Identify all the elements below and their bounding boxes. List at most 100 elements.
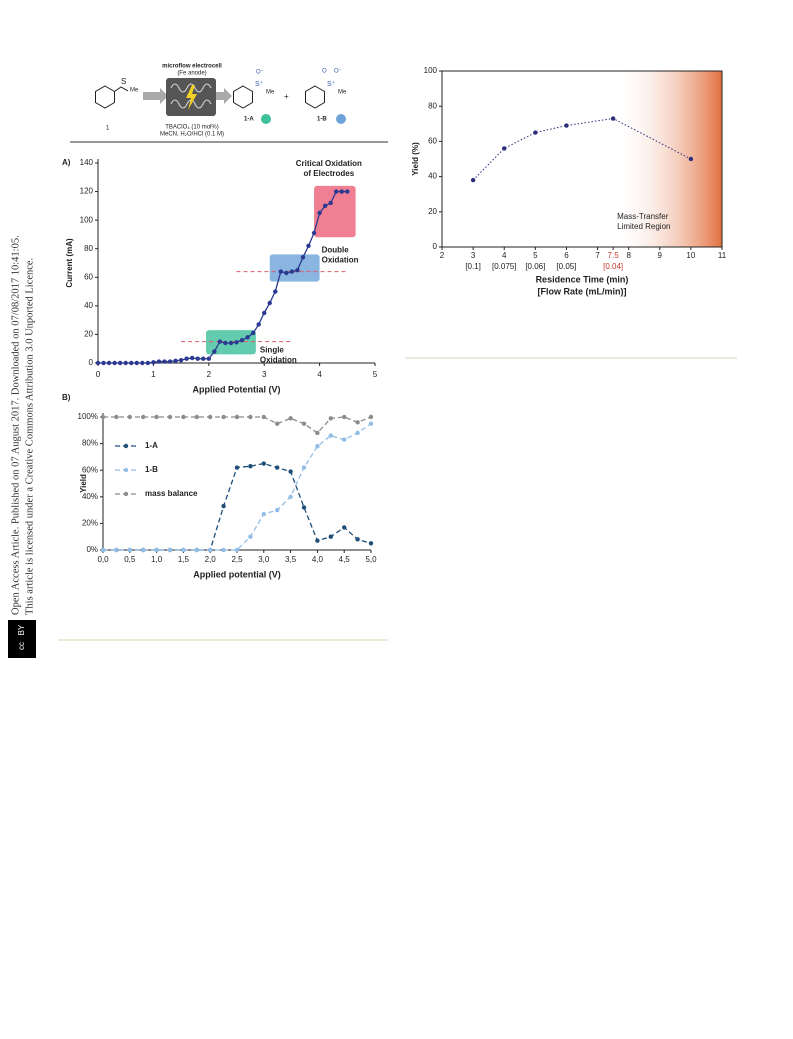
point bbox=[301, 505, 307, 510]
point bbox=[267, 300, 272, 306]
region bbox=[314, 185, 356, 238]
secondary-tick-label: [0.1] bbox=[465, 262, 481, 271]
arrow bbox=[216, 88, 232, 104]
point bbox=[141, 414, 146, 420]
point bbox=[181, 547, 186, 553]
secondary-tick-label: [0.075] bbox=[492, 262, 516, 271]
point bbox=[248, 464, 253, 469]
point bbox=[533, 130, 538, 135]
point bbox=[315, 430, 320, 436]
point bbox=[208, 547, 213, 553]
point bbox=[470, 177, 476, 183]
series-line bbox=[472, 118, 692, 181]
secondary-tick-label: [0.04] bbox=[603, 262, 623, 271]
point bbox=[127, 414, 132, 420]
y-tick-label: 80 bbox=[84, 244, 93, 253]
x-tick-label: 0 bbox=[96, 370, 101, 379]
y-axis-label: Current (mA) bbox=[65, 238, 74, 288]
point bbox=[288, 416, 293, 421]
x-tick-label: 2,0 bbox=[205, 555, 217, 564]
legend-marker bbox=[123, 443, 129, 449]
region-label: Critical Oxidation bbox=[296, 159, 362, 168]
x-tick-label: 4 bbox=[317, 370, 322, 379]
x-tick-label: 4,0 bbox=[312, 555, 324, 564]
x-tick-label: 3 bbox=[262, 370, 267, 379]
y-tick-label: 80 bbox=[428, 101, 437, 110]
y-tick-label: 20 bbox=[428, 207, 437, 216]
region-label: Mass-Transfer bbox=[617, 212, 669, 221]
region-label: Limited Region bbox=[617, 222, 670, 231]
point bbox=[289, 269, 295, 274]
x-tick-label: 2 bbox=[440, 251, 445, 260]
point bbox=[95, 360, 101, 366]
ring bbox=[305, 85, 325, 109]
point bbox=[178, 357, 184, 363]
x-tick-label: 7.5 bbox=[608, 251, 620, 260]
point bbox=[342, 437, 347, 442]
x-tick-label: 5 bbox=[533, 251, 538, 260]
point bbox=[256, 322, 261, 327]
point bbox=[234, 547, 240, 553]
y-tick-label: 100% bbox=[78, 412, 98, 421]
point bbox=[339, 189, 344, 194]
x-tick-label: 10 bbox=[686, 251, 695, 260]
point bbox=[610, 116, 616, 121]
plus: + bbox=[284, 92, 289, 101]
cc-badge bbox=[8, 620, 36, 658]
secondary-tick-label: [0.05] bbox=[556, 262, 576, 271]
x-tick-label: 0,5 bbox=[124, 555, 136, 564]
y-tick-label: 0 bbox=[89, 358, 94, 367]
point bbox=[315, 538, 320, 543]
point bbox=[328, 200, 333, 206]
point bbox=[245, 335, 250, 340]
point bbox=[173, 358, 178, 364]
point bbox=[275, 465, 280, 470]
point bbox=[114, 547, 119, 553]
point bbox=[156, 359, 162, 364]
point bbox=[261, 511, 266, 517]
point bbox=[234, 340, 239, 345]
x-tick-label: 4,5 bbox=[339, 555, 351, 564]
point bbox=[206, 356, 211, 361]
x-tick-label: 1,0 bbox=[151, 555, 163, 564]
series-line bbox=[98, 190, 348, 364]
x-tick-label: 1,5 bbox=[178, 555, 190, 564]
point bbox=[688, 156, 694, 162]
point bbox=[114, 414, 119, 420]
conditions: TBAClO₄ (10 mol%) bbox=[165, 125, 218, 131]
y-tick-label: 20% bbox=[82, 519, 98, 528]
point bbox=[288, 469, 293, 474]
series-line bbox=[103, 416, 372, 434]
point bbox=[194, 547, 199, 553]
x-tick-label: 4 bbox=[502, 251, 507, 260]
point bbox=[328, 416, 333, 421]
compound: 1-A bbox=[244, 117, 254, 123]
atom: O⁻ bbox=[334, 69, 342, 75]
point bbox=[123, 360, 128, 366]
x-tick-label: 3 bbox=[471, 251, 476, 260]
legend-label: mass balance bbox=[145, 489, 198, 498]
legend-marker bbox=[123, 491, 129, 497]
legend-dot bbox=[261, 114, 271, 124]
legend-label: 1-A bbox=[145, 441, 158, 450]
point bbox=[301, 465, 307, 470]
point bbox=[345, 189, 350, 194]
y-tick-label: 40 bbox=[428, 172, 437, 181]
point bbox=[195, 356, 200, 361]
point bbox=[127, 547, 132, 553]
y-tick-label: 40% bbox=[82, 492, 98, 501]
point bbox=[167, 359, 173, 364]
conditions: MeCN, H₂O/HCl (0.1 M) bbox=[160, 132, 224, 138]
point bbox=[239, 337, 245, 343]
point bbox=[355, 420, 360, 425]
point bbox=[248, 414, 253, 420]
point bbox=[234, 414, 240, 420]
point bbox=[284, 270, 289, 276]
point bbox=[140, 360, 145, 366]
y-tick-label: 60 bbox=[428, 137, 437, 146]
point bbox=[248, 534, 253, 539]
point bbox=[355, 430, 360, 436]
point bbox=[151, 360, 156, 365]
atom: S bbox=[121, 77, 126, 86]
